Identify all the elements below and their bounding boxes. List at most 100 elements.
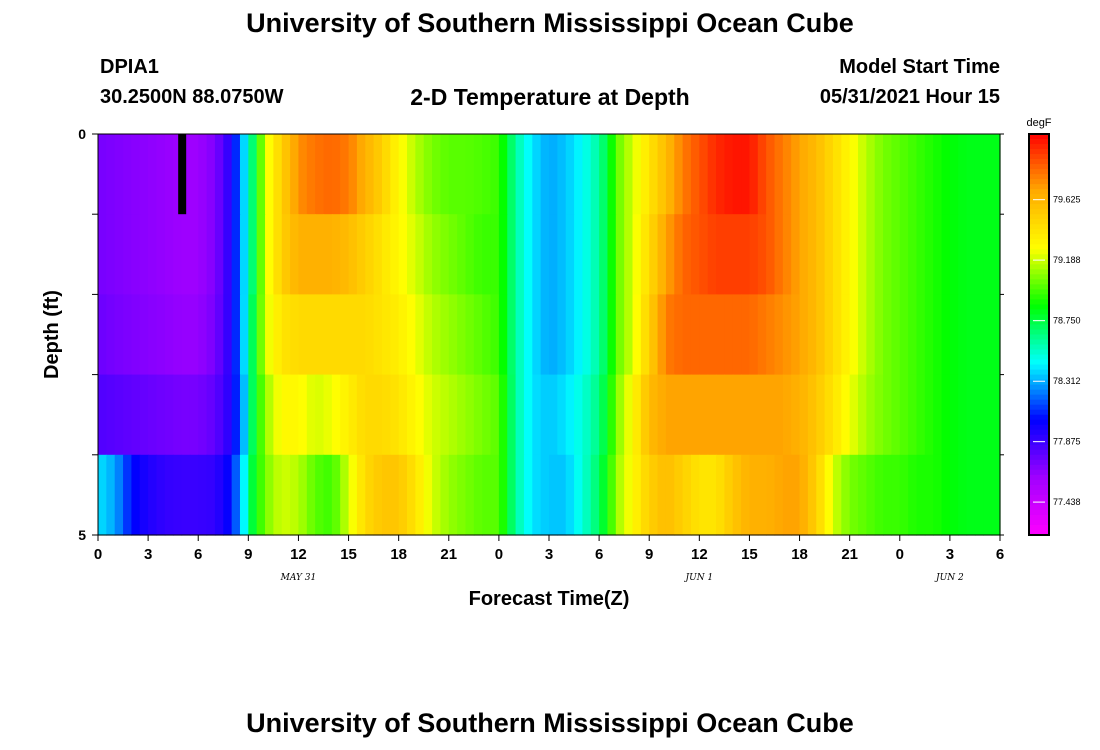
heatmap-cell bbox=[599, 374, 609, 456]
heatmap-cell bbox=[774, 214, 784, 295]
heatmap-cell bbox=[949, 294, 959, 376]
heatmap-cell bbox=[173, 294, 183, 376]
heatmap-cell bbox=[523, 294, 533, 376]
heatmap-cell bbox=[248, 294, 258, 376]
heatmap-cell bbox=[766, 374, 776, 456]
heatmap-cell bbox=[365, 454, 375, 536]
heatmap-cell bbox=[181, 454, 191, 536]
heatmap-cell bbox=[665, 294, 675, 376]
heatmap-cell bbox=[381, 294, 391, 376]
heatmap-cell bbox=[640, 134, 650, 215]
heatmap-cell bbox=[549, 454, 558, 536]
heatmap-cell bbox=[473, 374, 483, 456]
y-axis-label: Depth (ft) bbox=[41, 290, 63, 379]
colorbar-band bbox=[1029, 384, 1049, 391]
colorbar-band bbox=[1029, 369, 1049, 376]
heatmap-cell bbox=[532, 134, 542, 215]
colorbar-band bbox=[1029, 379, 1049, 386]
heatmap-cell bbox=[356, 214, 366, 295]
heatmap-cell bbox=[164, 294, 174, 376]
heatmap-cell bbox=[432, 134, 442, 215]
heatmap-cell bbox=[924, 134, 934, 215]
heatmap-cell bbox=[807, 294, 817, 376]
heatmap-cell bbox=[265, 374, 274, 456]
heatmap-cell bbox=[515, 214, 525, 295]
heatmap-cell bbox=[206, 454, 216, 536]
heatmap-cell bbox=[958, 294, 968, 376]
heatmap-cell bbox=[398, 294, 408, 376]
heatmap-cell bbox=[214, 454, 224, 536]
colorbar-band bbox=[1029, 269, 1049, 275]
heatmap-cell bbox=[757, 134, 767, 215]
heatmap-cell bbox=[181, 214, 191, 295]
colorbar-band bbox=[1029, 289, 1049, 295]
heatmap-cell bbox=[707, 294, 717, 376]
heatmap-cell bbox=[239, 134, 249, 215]
heatmap-cell bbox=[732, 294, 742, 376]
heatmap-cell bbox=[415, 374, 425, 456]
heatmap-cell bbox=[457, 214, 467, 295]
heatmap-cell bbox=[640, 214, 650, 295]
heatmap-cell bbox=[173, 454, 183, 536]
heatmap-cell bbox=[782, 134, 792, 215]
colorbar-band bbox=[1029, 294, 1049, 301]
heatmap-cell bbox=[231, 374, 241, 456]
heatmap-cell bbox=[665, 134, 675, 215]
heatmap-cell bbox=[841, 374, 851, 456]
heatmap-cell bbox=[549, 134, 558, 215]
heatmap-cell bbox=[824, 374, 834, 456]
heatmap-cell bbox=[131, 214, 141, 295]
heatmap-cell bbox=[164, 454, 174, 536]
colorbar-band bbox=[1029, 404, 1049, 411]
heatmap-cell bbox=[866, 374, 876, 456]
heatmap-cell bbox=[908, 294, 918, 376]
colorbar-band bbox=[1029, 524, 1049, 531]
heatmap-cell bbox=[423, 374, 433, 456]
heatmap-cell bbox=[866, 134, 876, 215]
heatmap-cell bbox=[98, 294, 107, 376]
heatmap-cell bbox=[891, 294, 901, 376]
heatmap-cell bbox=[866, 294, 876, 376]
heatmap-cell bbox=[824, 214, 834, 295]
heatmap-cell bbox=[624, 214, 634, 295]
heatmap-cell bbox=[749, 374, 759, 456]
heatmap-cell bbox=[908, 134, 918, 215]
heatmap-cell bbox=[799, 294, 809, 376]
heatmap-cell bbox=[398, 454, 408, 536]
heatmap-cell bbox=[899, 454, 909, 536]
heatmap-cell bbox=[941, 134, 951, 215]
colorbar-band bbox=[1029, 219, 1049, 225]
heatmap-cell bbox=[373, 134, 383, 215]
heatmap-cell bbox=[423, 454, 433, 536]
heatmap-cell bbox=[632, 294, 642, 376]
heatmap-cell bbox=[114, 294, 124, 376]
colorbar-band bbox=[1029, 284, 1049, 290]
heatmap-cell bbox=[624, 294, 634, 376]
heatmap-cell bbox=[924, 214, 934, 295]
heatmap-cell bbox=[148, 374, 158, 456]
heatmap-cell bbox=[106, 134, 116, 215]
heatmap-cell bbox=[674, 134, 684, 215]
heatmap-cell bbox=[415, 134, 425, 215]
heatmap-cell bbox=[298, 214, 308, 295]
model-start-time: 05/31/2021 Hour 15 bbox=[819, 86, 1000, 108]
heatmap-cell bbox=[891, 374, 901, 456]
heatmap-cell bbox=[841, 294, 851, 376]
heatmap-cell bbox=[156, 374, 166, 456]
x-tick-label: 3 bbox=[144, 546, 152, 563]
heatmap-cell bbox=[649, 454, 659, 536]
heatmap-cell bbox=[590, 454, 600, 536]
heatmap-cell bbox=[290, 134, 300, 215]
heatmap-cell bbox=[908, 454, 918, 536]
heatmap-cell bbox=[607, 454, 617, 536]
heatmap-cell bbox=[607, 134, 617, 215]
heatmap-cell bbox=[323, 134, 333, 215]
heatmap-cell bbox=[231, 134, 241, 215]
colorbar-band bbox=[1029, 479, 1049, 486]
heatmap-cell bbox=[331, 294, 341, 376]
colorbar-band bbox=[1029, 264, 1049, 270]
heatmap-cell bbox=[273, 134, 283, 215]
heatmap-cell bbox=[265, 454, 274, 536]
heatmap-cell bbox=[682, 454, 692, 536]
heatmap-cell bbox=[365, 214, 375, 295]
